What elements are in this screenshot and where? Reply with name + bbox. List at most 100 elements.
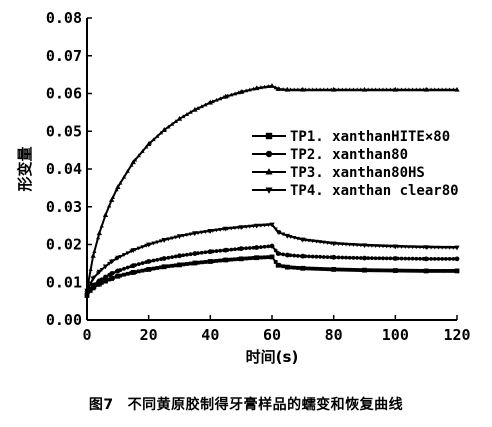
sample-marker	[207, 100, 212, 105]
sample-marker	[321, 255, 326, 259]
sample-marker	[247, 87, 252, 92]
series-layer	[84, 83, 460, 298]
sample-marker	[310, 87, 315, 92]
sample-marker	[425, 87, 430, 92]
sample-marker	[214, 228, 219, 233]
sample-marker	[292, 253, 297, 258]
sample-marker	[355, 243, 360, 248]
sample-marker	[214, 249, 219, 253]
sample-marker	[362, 87, 367, 92]
legend-item: TP2. xanthan80	[252, 147, 408, 163]
sample-marker	[233, 257, 237, 262]
sample-marker	[344, 267, 348, 272]
sample-marker	[133, 270, 137, 274]
sample-marker	[221, 94, 226, 99]
sample-marker	[144, 243, 149, 248]
sample-marker	[151, 137, 156, 142]
sample-marker	[177, 262, 182, 267]
sample-marker	[259, 245, 263, 249]
sample-marker	[340, 87, 345, 92]
sample-marker	[199, 104, 204, 109]
sample-marker	[85, 291, 89, 296]
sample-marker	[429, 245, 434, 250]
sample-marker	[447, 269, 452, 273]
sample-marker	[218, 258, 223, 263]
sample-marker	[144, 144, 149, 149]
sample-marker	[358, 256, 363, 260]
sample-marker	[273, 248, 278, 253]
sample-marker	[399, 256, 404, 261]
sample-marker	[318, 254, 322, 259]
y-tick-label: 0.07	[46, 47, 82, 65]
sample-marker	[111, 276, 115, 280]
sample-marker	[214, 97, 219, 102]
sample-marker	[447, 256, 452, 261]
sample-marker	[306, 238, 312, 243]
sample-marker	[236, 246, 241, 251]
sample-marker	[84, 289, 90, 293]
sample-marker	[129, 264, 134, 269]
sample-marker	[444, 256, 448, 261]
sample-marker	[425, 269, 430, 273]
sample-marker	[258, 85, 263, 90]
sample-marker	[159, 257, 163, 261]
sample-marker	[373, 244, 378, 248]
sample-marker	[421, 256, 426, 261]
sample-marker	[440, 269, 445, 273]
sample-marker	[196, 251, 200, 256]
sample-marker	[429, 256, 433, 261]
data-point	[454, 86, 460, 92]
legend-item: TP1. xanthanHITE×80	[252, 129, 450, 145]
sample-marker	[262, 244, 267, 249]
sample-marker	[158, 130, 164, 135]
sample-marker	[92, 282, 97, 287]
sample-marker	[269, 83, 275, 88]
sample-marker	[192, 251, 197, 256]
y-tick-label: 0.03	[46, 198, 82, 216]
sample-marker	[384, 87, 389, 92]
sample-marker	[166, 255, 171, 260]
sample-marker	[121, 253, 127, 257]
sample-marker	[270, 255, 274, 259]
sample-marker	[266, 255, 271, 260]
sample-marker	[210, 259, 215, 264]
sample-marker	[166, 124, 171, 129]
sample-marker	[414, 245, 419, 250]
sample-marker	[410, 256, 415, 261]
sample-marker	[432, 87, 437, 92]
sample-marker	[136, 153, 141, 158]
sample-marker	[447, 87, 452, 92]
data-point	[96, 230, 102, 236]
sample-marker	[347, 242, 352, 247]
sample-marker	[351, 243, 356, 247]
sample-marker	[451, 256, 456, 261]
sample-marker	[162, 256, 167, 261]
sample-marker	[336, 87, 341, 92]
sample-marker	[321, 87, 326, 92]
sample-marker	[325, 87, 330, 92]
sample-marker	[266, 84, 271, 89]
sample-marker	[210, 249, 215, 254]
sample-marker	[318, 87, 323, 92]
sample-marker	[181, 114, 186, 119]
sample-marker	[296, 253, 300, 258]
sample-marker	[403, 245, 408, 249]
sample-marker	[185, 262, 189, 266]
sample-marker	[122, 266, 126, 271]
sample-marker	[103, 275, 108, 279]
sample-marker	[88, 267, 93, 271]
sample-marker	[303, 254, 308, 259]
sample-marker	[129, 270, 134, 275]
y-axis-title: 形变量	[16, 146, 34, 191]
sample-marker	[111, 271, 115, 275]
sample-marker	[347, 255, 352, 260]
sample-marker	[388, 87, 393, 92]
sample-marker	[318, 240, 323, 244]
sample-marker	[210, 229, 215, 233]
sample-marker	[99, 277, 104, 282]
sample-marker	[192, 231, 197, 236]
sample-marker	[184, 233, 189, 238]
sample-marker	[340, 242, 345, 247]
sample-marker	[255, 85, 260, 90]
sample-marker	[432, 269, 437, 273]
